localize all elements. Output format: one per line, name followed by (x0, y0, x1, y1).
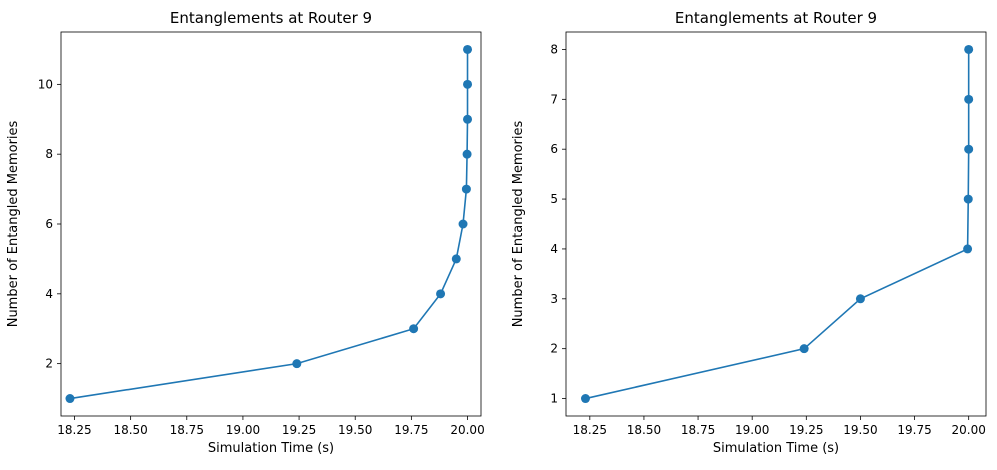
axes-frame (565, 31, 987, 417)
x-tick-label: 20.00 (450, 423, 484, 437)
y-tick-label: 2 (45, 357, 53, 371)
x-axis-label: Simulation Time (s) (713, 441, 839, 456)
y-tick-label: 4 (45, 287, 53, 301)
y-tick-label: 5 (550, 192, 558, 206)
data-point (461, 184, 471, 194)
data-point (963, 244, 973, 254)
x-tick-label: 19.00 (735, 423, 769, 437)
series-line (585, 49, 970, 400)
x-tick-label: 18.25 (573, 423, 607, 437)
x-tick-label: 19.75 (394, 423, 428, 437)
right-chart-panel: 18.25 18.50 18.75 19.00 19.25 19.50 19.75 20.00… (511, 9, 987, 456)
data-point (463, 114, 473, 124)
left-chart-panel: 18.25 18.50 18.75 19.00 19.25 19.50 19.75 20.00… (6, 9, 485, 456)
y-tick-label: 8 (45, 147, 53, 161)
x-tick-label: 19.50 (338, 423, 372, 437)
data-point (409, 324, 419, 334)
x-axis-label: Simulation Time (s) (208, 441, 334, 456)
chart-title: Entanglements at Router 9 (170, 9, 372, 27)
data-point (65, 394, 75, 404)
x-tick-label: 18.25 (57, 423, 91, 437)
data-point (963, 194, 973, 204)
axes-frame (60, 31, 482, 417)
x-tick-label: 19.75 (897, 423, 931, 437)
x-tick-label: 18.50 (113, 423, 147, 437)
x-tick-label: 19.25 (789, 423, 823, 437)
x-tick-label: 18.75 (170, 423, 204, 437)
data-point (436, 289, 446, 299)
data-point (451, 254, 461, 264)
chart-title: Entanglements at Router 9 (675, 9, 877, 27)
x-tick-label: 19.25 (282, 423, 316, 437)
x-tick-label: 19.50 (843, 423, 877, 437)
x-tick-label: 18.50 (627, 423, 661, 437)
y-tick-label: 3 (550, 292, 558, 306)
data-point (799, 344, 809, 354)
y-tick-label: 7 (550, 92, 558, 106)
data-point (292, 359, 302, 369)
x-tick-label: 19.00 (226, 423, 260, 437)
data-point (855, 294, 865, 304)
data-point (463, 79, 473, 89)
data-point (580, 394, 590, 404)
y-tick-label: 10 (38, 77, 53, 91)
data-point (964, 44, 974, 54)
y-tick-label: 2 (550, 342, 558, 356)
y-tick-label: 6 (45, 217, 53, 231)
y-tick-label: 1 (550, 392, 558, 406)
data-point (964, 144, 974, 154)
data-point (463, 44, 473, 54)
data-point (964, 94, 974, 104)
x-tick-label: 18.75 (681, 423, 715, 437)
y-axis-label: Number of Entangled Memories (511, 120, 526, 327)
data-point (458, 219, 468, 229)
x-tick-label: 20.00 (952, 423, 986, 437)
y-tick-label: 8 (550, 42, 558, 56)
y-tick-label: 6 (550, 142, 558, 156)
y-axis-label: Number of Entangled Memories (6, 120, 21, 327)
y-tick-label: 4 (550, 242, 558, 256)
data-point (462, 149, 472, 159)
